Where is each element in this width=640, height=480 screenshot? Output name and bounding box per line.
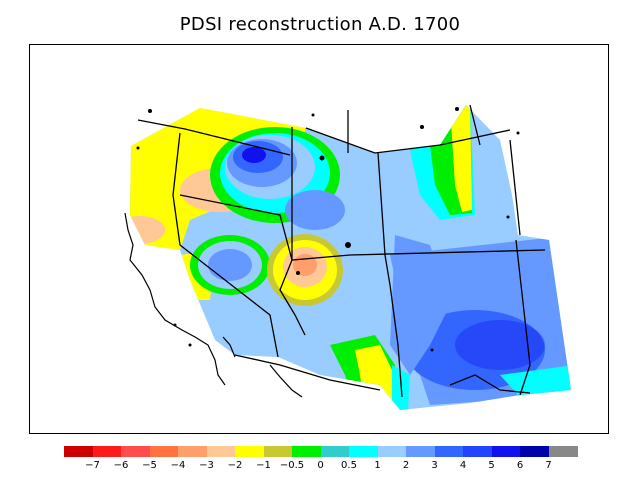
lake-4: [420, 125, 424, 129]
legend-swatch: [406, 446, 435, 457]
border-nevada: [172, 132, 279, 358]
legend-tick-label: 6: [516, 460, 524, 471]
region-southeast-deep: [455, 320, 545, 370]
legend-swatch: [520, 446, 549, 457]
legend-tick-label: 0.5: [341, 460, 357, 471]
border-mexico-east: [449, 374, 531, 394]
legend-swatch: [64, 446, 93, 457]
legend-tick-label: −6: [113, 460, 129, 471]
pdsi-map: [124, 104, 571, 410]
lake-3: [296, 271, 300, 275]
legend-tick-label: −7: [85, 460, 100, 471]
island-2: [136, 146, 140, 150]
legend-tick-label: 0: [317, 460, 324, 471]
color-legend: −7 −6 −5 −4 −3 −2 −1 −0.5 0 0.5 1 2 3 4 5 6 7: [0, 446, 640, 476]
coast-california: [124, 212, 226, 386]
border-oregon-utah: [179, 194, 351, 261]
border-plains: [509, 139, 521, 236]
legend-swatch: [491, 446, 521, 457]
legend-swatch: [92, 446, 122, 457]
legend-swatch: [349, 446, 378, 457]
legend-tick-label: 7: [545, 460, 552, 471]
region-nevada-blue: [208, 249, 252, 281]
lake-6: [516, 131, 520, 135]
legend-swatch: [320, 446, 350, 457]
lake-7: [506, 215, 510, 219]
coast-baja: [222, 336, 236, 358]
legend-tick-label: −0.5: [279, 460, 305, 471]
region-wyoming-blue: [285, 190, 345, 230]
legend-swatch: [377, 446, 407, 457]
coast-sonora: [269, 364, 303, 398]
region-southeast-cyan: [500, 365, 571, 397]
border-canada-east: [305, 127, 511, 154]
legend-tick-label: −5: [142, 460, 157, 471]
lake-2: [319, 155, 325, 161]
map-title: PDSI reconstruction A.D. 1700: [179, 14, 461, 35]
region-central-blue: [390, 235, 450, 375]
legend-swatch: [178, 446, 207, 457]
legend-tick-label: 1: [374, 460, 381, 471]
border-arizona-nm: [389, 284, 403, 398]
legend-tick-label: −3: [199, 460, 214, 471]
region-coast-peach: [130, 216, 165, 244]
lake-8: [430, 348, 434, 352]
legend-tick-label: −4: [170, 460, 186, 471]
island-4: [173, 323, 177, 327]
lake-5: [455, 107, 459, 111]
border-mexico-west: [234, 354, 381, 391]
legend-tick-label: 5: [488, 460, 495, 471]
state-borders: [137, 104, 546, 398]
border-wyoming-east: [377, 152, 391, 286]
map-frame: [29, 44, 609, 434]
legend-swatch: [463, 446, 492, 457]
legend-tick-label: 2: [402, 460, 410, 471]
legend-swatch: [263, 446, 293, 457]
border-canada-west: [137, 119, 291, 156]
legend-tick-label: −2: [227, 460, 243, 471]
region-north-core: [242, 147, 266, 163]
legend-swatch: [121, 446, 150, 457]
legend-swatch: [149, 446, 179, 457]
great-salt-lake: [345, 242, 351, 248]
legend-tick-label: −1: [256, 460, 271, 471]
island-3: [188, 343, 192, 347]
legend-swatch: [434, 446, 464, 457]
legend-tick-label: 4: [459, 460, 467, 471]
lake-1: [311, 113, 315, 117]
legend-swatch: [206, 446, 236, 457]
legend-swatch: [292, 446, 321, 457]
legend-tick-label: 3: [431, 460, 438, 471]
border-colorado-north: [349, 249, 546, 256]
region-southeast-blue: [405, 310, 545, 390]
legend-swatch: [235, 446, 264, 457]
lakes-islands: [136, 107, 520, 352]
border-texas: [515, 239, 531, 396]
island-1: [148, 109, 152, 113]
coastline: [124, 212, 303, 398]
region-northeast-yellow: [450, 105, 472, 212]
legend-swatch: [548, 446, 578, 457]
pdsi-field: [130, 105, 571, 410]
border-dakota: [469, 104, 481, 146]
border-idaho-utah: [279, 127, 306, 336]
